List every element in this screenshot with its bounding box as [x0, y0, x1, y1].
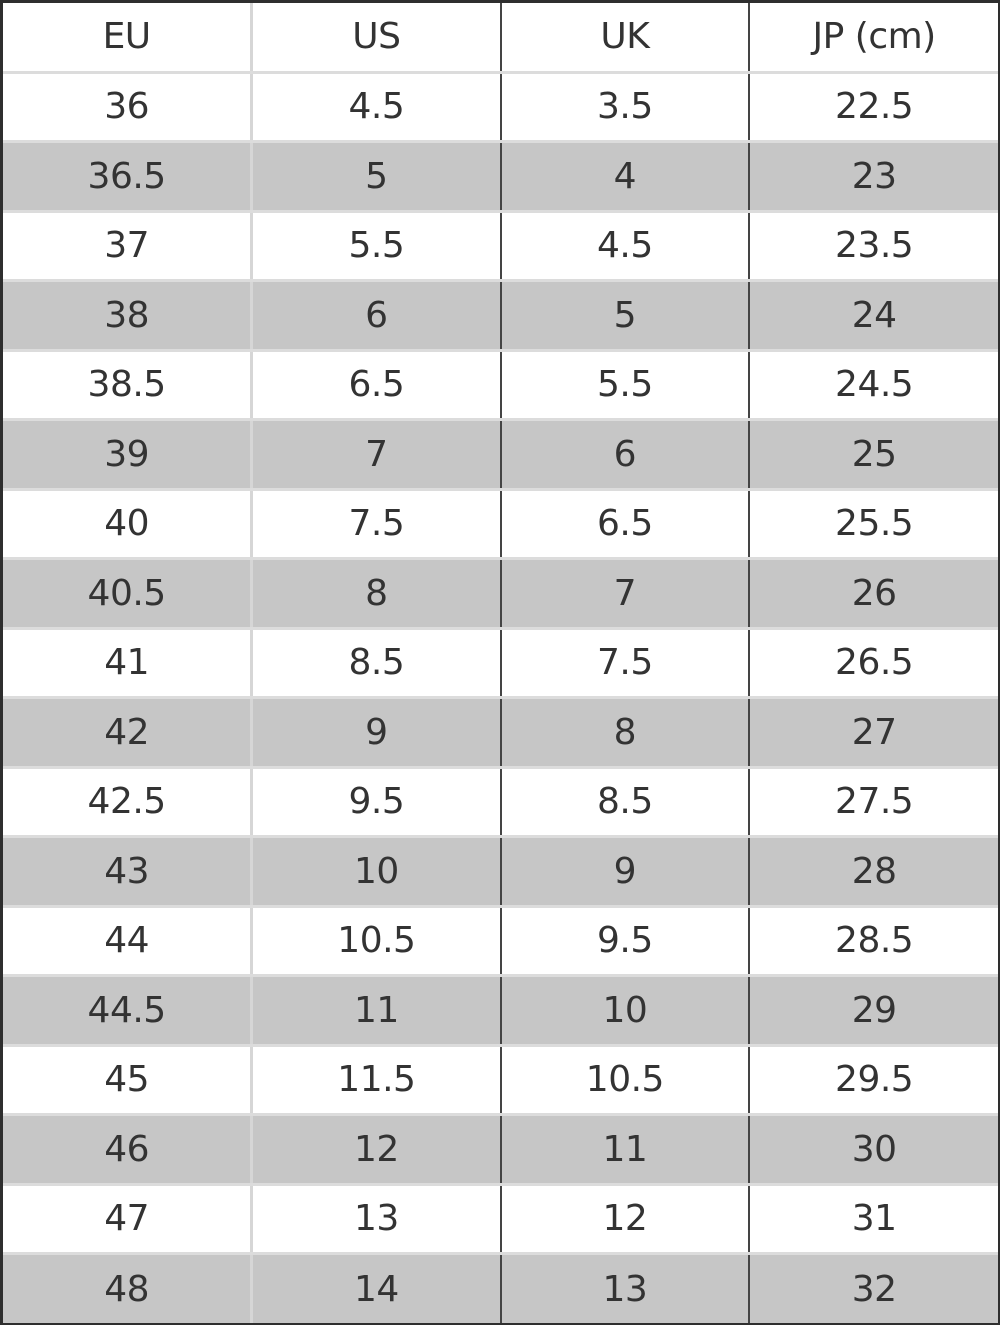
- cell-us: 5: [251, 141, 502, 213]
- cell-eu: 44: [3, 906, 254, 977]
- cell-us: 8.5: [251, 628, 502, 699]
- header-row: EU US UK JP (cm): [3, 3, 998, 74]
- cell-uk: 13: [500, 1253, 751, 1323]
- cell-us: 4.5: [251, 72, 502, 143]
- cell-jp: 24.5: [749, 350, 998, 421]
- cell-us: 9: [251, 697, 502, 769]
- table-row: 38 6 5 24: [3, 280, 998, 352]
- cell-jp: 30: [749, 1114, 998, 1186]
- cell-eu: 36.5: [3, 141, 254, 213]
- cell-uk: 8: [500, 697, 751, 769]
- cell-us: 5.5: [251, 211, 502, 282]
- cell-us: 8: [251, 558, 502, 630]
- cell-eu: 37: [3, 211, 254, 282]
- table-row: 40 7.5 6.5 25.5: [3, 489, 998, 560]
- table-row: 42 9 8 27: [3, 697, 998, 769]
- cell-jp: 25: [749, 419, 998, 491]
- cell-jp: 28: [749, 836, 998, 908]
- cell-jp: 26: [749, 558, 998, 630]
- table-row: 38.5 6.5 5.5 24.5: [3, 350, 998, 421]
- cell-jp: 29.5: [749, 1045, 998, 1116]
- cell-jp: 22.5: [749, 72, 998, 143]
- cell-jp: 23: [749, 141, 998, 213]
- header-jp: JP (cm): [749, 3, 998, 74]
- table-row: 39 7 6 25: [3, 419, 998, 491]
- cell-us: 10: [251, 836, 502, 908]
- cell-us: 6: [251, 280, 502, 352]
- table-row: 36.5 5 4 23: [3, 141, 998, 213]
- cell-eu: 36: [3, 72, 254, 143]
- cell-uk: 12: [500, 1184, 751, 1255]
- cell-jp: 31: [749, 1184, 998, 1255]
- table-row: 44 10.5 9.5 28.5: [3, 906, 998, 977]
- cell-uk: 10: [500, 975, 751, 1047]
- cell-jp: 24: [749, 280, 998, 352]
- cell-us: 9.5: [251, 767, 502, 838]
- cell-uk: 9.5: [500, 906, 751, 977]
- cell-jp: 25.5: [749, 489, 998, 560]
- cell-uk: 4.5: [500, 211, 751, 282]
- cell-eu: 38.5: [3, 350, 254, 421]
- cell-jp: 27.5: [749, 767, 998, 838]
- cell-us: 6.5: [251, 350, 502, 421]
- cell-eu: 44.5: [3, 975, 254, 1047]
- cell-uk: 11: [500, 1114, 751, 1186]
- cell-us: 11.5: [251, 1045, 502, 1116]
- cell-jp: 28.5: [749, 906, 998, 977]
- table-body: 36 4.5 3.5 22.5 36.5 5 4 23 37 5.5 4.5 23.5 38 6 5 24 38…: [3, 72, 998, 1323]
- cell-uk: 8.5: [500, 767, 751, 838]
- cell-us: 11: [251, 975, 502, 1047]
- cell-eu: 40.5: [3, 558, 254, 630]
- cell-uk: 5: [500, 280, 751, 352]
- table-row: 44.5 11 10 29: [3, 975, 998, 1047]
- cell-us: 12: [251, 1114, 502, 1186]
- header-eu: EU: [3, 3, 254, 74]
- cell-eu: 38: [3, 280, 254, 352]
- table-row: 46 12 11 30: [3, 1114, 998, 1186]
- cell-jp: 27: [749, 697, 998, 769]
- cell-uk: 9: [500, 836, 751, 908]
- cell-uk: 6.5: [500, 489, 751, 560]
- size-chart-table: EU US UK JP (cm) 36 4.5 3.5 22.5 36.5 5 4 23 37 5…: [3, 3, 998, 1323]
- cell-eu: 39: [3, 419, 254, 491]
- cell-uk: 6: [500, 419, 751, 491]
- cell-us: 13: [251, 1184, 502, 1255]
- cell-eu: 40: [3, 489, 254, 560]
- cell-us: 14: [251, 1253, 502, 1323]
- table-row: 41 8.5 7.5 26.5: [3, 628, 998, 699]
- cell-jp: 26.5: [749, 628, 998, 699]
- table-row: 47 13 12 31: [3, 1184, 998, 1255]
- cell-eu: 45: [3, 1045, 254, 1116]
- cell-jp: 23.5: [749, 211, 998, 282]
- cell-uk: 3.5: [500, 72, 751, 143]
- cell-eu: 48: [3, 1253, 254, 1323]
- cell-eu: 41: [3, 628, 254, 699]
- cell-us: 7.5: [251, 489, 502, 560]
- cell-uk: 10.5: [500, 1045, 751, 1116]
- table-row: 48 14 13 32: [3, 1253, 998, 1323]
- cell-uk: 5.5: [500, 350, 751, 421]
- table-row: 42.5 9.5 8.5 27.5: [3, 767, 998, 838]
- cell-eu: 47: [3, 1184, 254, 1255]
- cell-eu: 46: [3, 1114, 254, 1186]
- cell-us: 7: [251, 419, 502, 491]
- header-uk: UK: [500, 3, 751, 74]
- table-row: 40.5 8 7 26: [3, 558, 998, 630]
- cell-eu: 42: [3, 697, 254, 769]
- cell-us: 10.5: [251, 906, 502, 977]
- cell-uk: 4: [500, 141, 751, 213]
- header-us: US: [251, 3, 502, 74]
- cell-eu: 42.5: [3, 767, 254, 838]
- table-row: 43 10 9 28: [3, 836, 998, 908]
- table-row: 37 5.5 4.5 23.5: [3, 211, 998, 282]
- cell-eu: 43: [3, 836, 254, 908]
- cell-uk: 7: [500, 558, 751, 630]
- cell-uk: 7.5: [500, 628, 751, 699]
- cell-jp: 29: [749, 975, 998, 1047]
- cell-jp: 32: [749, 1253, 998, 1323]
- table-row: 36 4.5 3.5 22.5: [3, 72, 998, 143]
- table-row: 45 11.5 10.5 29.5: [3, 1045, 998, 1116]
